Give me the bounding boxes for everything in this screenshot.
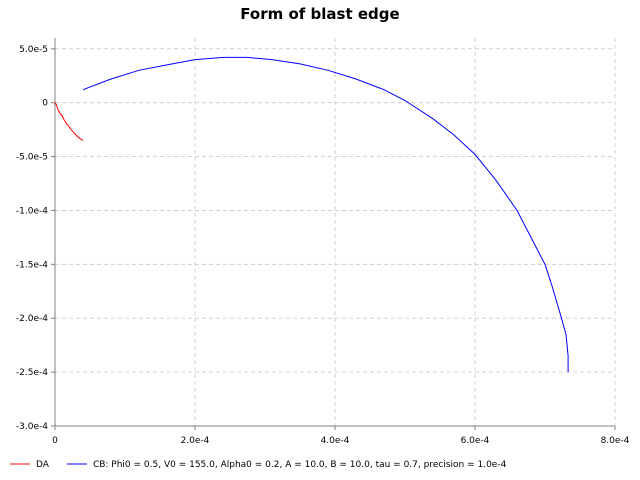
x-tick-label: 2.0e-4 (181, 436, 210, 446)
axes: 0 2.0e-4 4.0e-4 6.0e-4 8.0e-4 5.0e-5 0 -5.0e-5 -… (16, 38, 630, 446)
chart-title: Form of blast edge (240, 5, 399, 23)
y-tick-label: -1.0e-4 (16, 206, 48, 216)
plot-area (54, 56, 569, 373)
legend-label: CB: Phi0 = 0.5, V0 = 155.0, Alpha0 = 0.2… (93, 460, 507, 470)
grid (55, 38, 616, 426)
x-tick-label: 4.0e-4 (321, 436, 350, 446)
y-tick-label: -5.0e-5 (16, 153, 48, 163)
series-line-cb (82, 56, 569, 373)
series-line-da (54, 102, 84, 141)
y-tick-label: 0 (42, 99, 48, 109)
x-tick-label: 8.0e-4 (601, 436, 630, 446)
x-tick-label: 6.0e-4 (461, 436, 490, 446)
legend: DA CB: Phi0 = 0.5, V0 = 155.0, Alpha0 = 0… (10, 460, 507, 470)
y-tick-label: -1.5e-4 (16, 260, 48, 270)
y-tick-label: -3.0e-4 (16, 422, 48, 432)
y-tick-label: -2.5e-4 (16, 368, 48, 378)
x-tick-label: 0 (52, 436, 58, 446)
y-tick-label: -2.0e-4 (16, 314, 48, 324)
legend-label: DA (36, 460, 50, 470)
y-tick-label: 5.0e-5 (19, 45, 48, 55)
